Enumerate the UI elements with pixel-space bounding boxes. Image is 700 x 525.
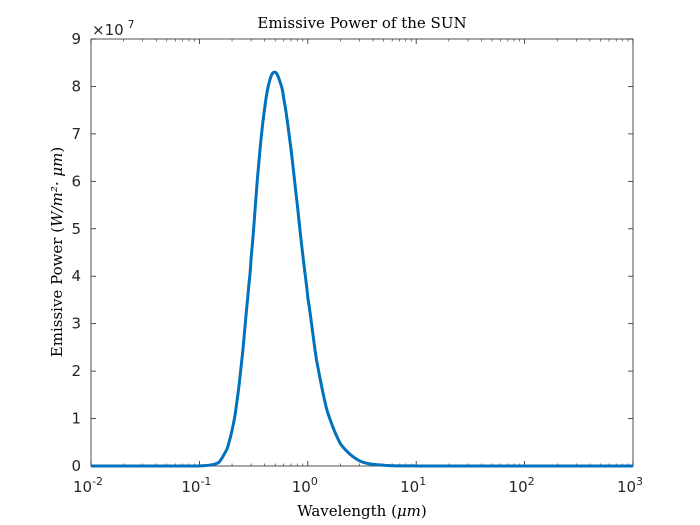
x-axis-label-open-paren: (	[391, 502, 397, 520]
x-tick-label-base: 10	[617, 478, 636, 496]
x-tick-label-base: 10	[400, 478, 419, 496]
x-tick-label-exponent: 3	[636, 475, 643, 488]
x-tick-label: 10-2	[73, 475, 103, 496]
y-axis-multiplier: ×10 7	[92, 18, 135, 39]
y-axis-label-unit: W/m²· μm	[48, 153, 66, 227]
x-tick-label-base: 10	[509, 478, 528, 496]
x-tick-label-exponent: -1	[200, 475, 211, 488]
x-tick-label-exponent: 0	[311, 475, 318, 488]
plot-area	[90, 38, 634, 467]
x-tick-label: 103	[617, 475, 643, 496]
series-line-0	[91, 70, 633, 468]
x-tick-label: 101	[400, 475, 426, 496]
x-tick-label-exponent: 2	[528, 475, 535, 488]
y-axis-label: Emissive Power (W/m²· μm)	[48, 147, 66, 357]
series-layer	[91, 70, 633, 468]
y-axis-label-open-paren: (	[48, 227, 66, 233]
y-tick-label: 3	[71, 315, 81, 333]
y-tick-label: 7	[71, 125, 81, 143]
y-tick-label: 9	[71, 30, 81, 48]
x-tick-label-exponent: 1	[419, 475, 426, 488]
x-tick-label-base: 10	[292, 478, 311, 496]
y-tick-label: 0	[71, 457, 81, 475]
y-tick-label: 6	[71, 172, 81, 190]
chart-title: Emissive Power of the SUN	[257, 14, 466, 32]
y-axis-label-text: Emissive Power	[48, 237, 66, 358]
x-axis-label: Wavelength (μm)	[297, 502, 427, 520]
y-tick-label: 8	[71, 77, 81, 95]
y-axis-multiplier-exponent: 7	[128, 18, 135, 31]
x-tick-label-exponent: -2	[92, 475, 103, 488]
x-axis-label-close-paren: )	[421, 502, 427, 520]
y-tick-label: 1	[71, 410, 81, 428]
y-tick-label: 2	[71, 362, 81, 380]
y-tick-label: 5	[71, 220, 81, 238]
x-axis-label-text: Wavelength	[297, 502, 386, 520]
x-tick-label: 10-1	[181, 475, 211, 496]
x-axis-label-unit: μm	[397, 502, 421, 520]
x-tick-label-base: 10	[73, 478, 92, 496]
x-tick-label: 102	[509, 475, 535, 496]
y-axis-label-close-paren: )	[48, 147, 66, 153]
y-tick-label: 4	[71, 267, 81, 285]
x-tick-label: 100	[292, 475, 318, 496]
x-tick-label-base: 10	[181, 478, 200, 496]
y-axis-multiplier-base: ×10	[92, 21, 124, 39]
